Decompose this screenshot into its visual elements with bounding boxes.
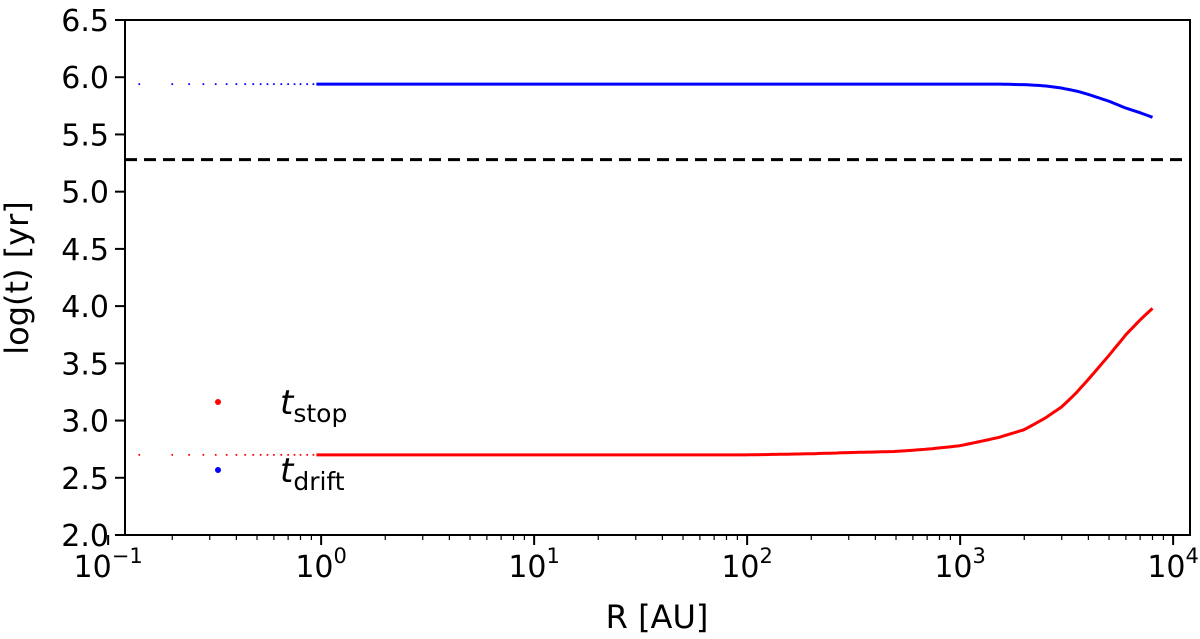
data-point (252, 453, 255, 456)
x-tick-label: 100 (295, 544, 347, 585)
x-tick-label: 102 (721, 544, 773, 585)
data-point (259, 453, 262, 456)
x-tick-base: 10 (508, 550, 546, 585)
data-point (225, 453, 228, 456)
data-point (293, 453, 296, 456)
data-point (244, 83, 247, 86)
x-tick-label: 104 (1147, 544, 1199, 585)
data-point (272, 453, 275, 456)
y-tick-label: 3.0 (61, 405, 109, 440)
data-point (306, 453, 309, 456)
y-tick-label: 5.0 (61, 176, 109, 211)
legend-label: tstop (280, 383, 347, 428)
data-point (171, 453, 174, 456)
series-t_stop (138, 307, 1154, 457)
x-tick-label: 10−1 (74, 544, 143, 585)
data-point (287, 453, 290, 456)
x-tick-exponent: 0 (334, 544, 347, 568)
y-tick-label: 2.5 (61, 462, 109, 497)
data-point (225, 83, 228, 86)
x-axis: 10−1 100 101 102 103 104 (74, 535, 1199, 585)
data-point (293, 83, 296, 86)
x-tick-base: 10 (1147, 550, 1185, 585)
x-tick-exponent: 3 (973, 544, 986, 568)
y-tick-label: 4.5 (61, 233, 109, 268)
data-point (280, 453, 283, 456)
legend-marker (215, 467, 221, 473)
data-point (244, 453, 247, 456)
y-tick-label: 6.0 (61, 61, 109, 96)
legend-label: tdrift (280, 451, 345, 496)
data-point (202, 83, 205, 86)
data-point (312, 83, 315, 86)
x-tick-exponent: 4 (1186, 544, 1199, 568)
series-curve (316, 307, 1154, 457)
data-point (235, 83, 238, 86)
data-point (266, 83, 269, 86)
data-point (138, 83, 141, 86)
x-tick-label: 103 (934, 544, 986, 585)
x-tick-exponent: 1 (547, 544, 560, 568)
legend-label-sub: stop (293, 399, 347, 428)
legend-label-main: t (280, 383, 295, 423)
x-tick-exponent: −1 (112, 544, 143, 568)
x-tick-exponent: 2 (760, 544, 773, 568)
data-point (188, 453, 191, 456)
data-point (266, 453, 269, 456)
data-point (202, 453, 205, 456)
legend-marker (215, 399, 221, 405)
y-axis-label: log(t) [yr] (0, 201, 36, 355)
x-tick-base: 10 (74, 550, 112, 585)
x-tick-label: 101 (508, 544, 560, 585)
data-point (287, 83, 290, 86)
data-point (188, 83, 191, 86)
x-tick-base: 10 (721, 550, 759, 585)
x-axis-label: R [AU] (606, 598, 709, 636)
y-tick-label: 2.0 (61, 519, 109, 554)
data-point (214, 453, 217, 456)
data-point (214, 83, 217, 86)
data-point (259, 83, 262, 86)
x-tick-base: 10 (295, 550, 333, 585)
data-point (299, 453, 302, 456)
plot-marks (125, 82, 1190, 457)
data-point (299, 83, 302, 86)
legend-label-main: t (280, 451, 295, 491)
data-point (312, 453, 315, 456)
y-tick-label: 4.0 (61, 290, 109, 325)
plot-frame (124, 19, 1191, 536)
y-axis: 2.0 2.5 3.0 3.5 4.0 4.5 5.0 5.5 6.0 6.5 (61, 4, 125, 554)
data-point (252, 83, 255, 86)
data-point (171, 83, 174, 86)
y-tick-label: 6.5 (61, 4, 109, 39)
series-t_drift (138, 82, 1154, 119)
data-point (235, 453, 238, 456)
data-point (272, 83, 275, 86)
y-tick-label: 5.5 (61, 118, 109, 153)
x-tick-base: 10 (934, 550, 972, 585)
data-point (280, 83, 283, 86)
legend-label-sub: drift (293, 467, 344, 496)
y-tick-label: 3.5 (61, 347, 109, 382)
data-point (306, 83, 309, 86)
data-point (138, 453, 141, 456)
series-curve (316, 82, 1154, 119)
